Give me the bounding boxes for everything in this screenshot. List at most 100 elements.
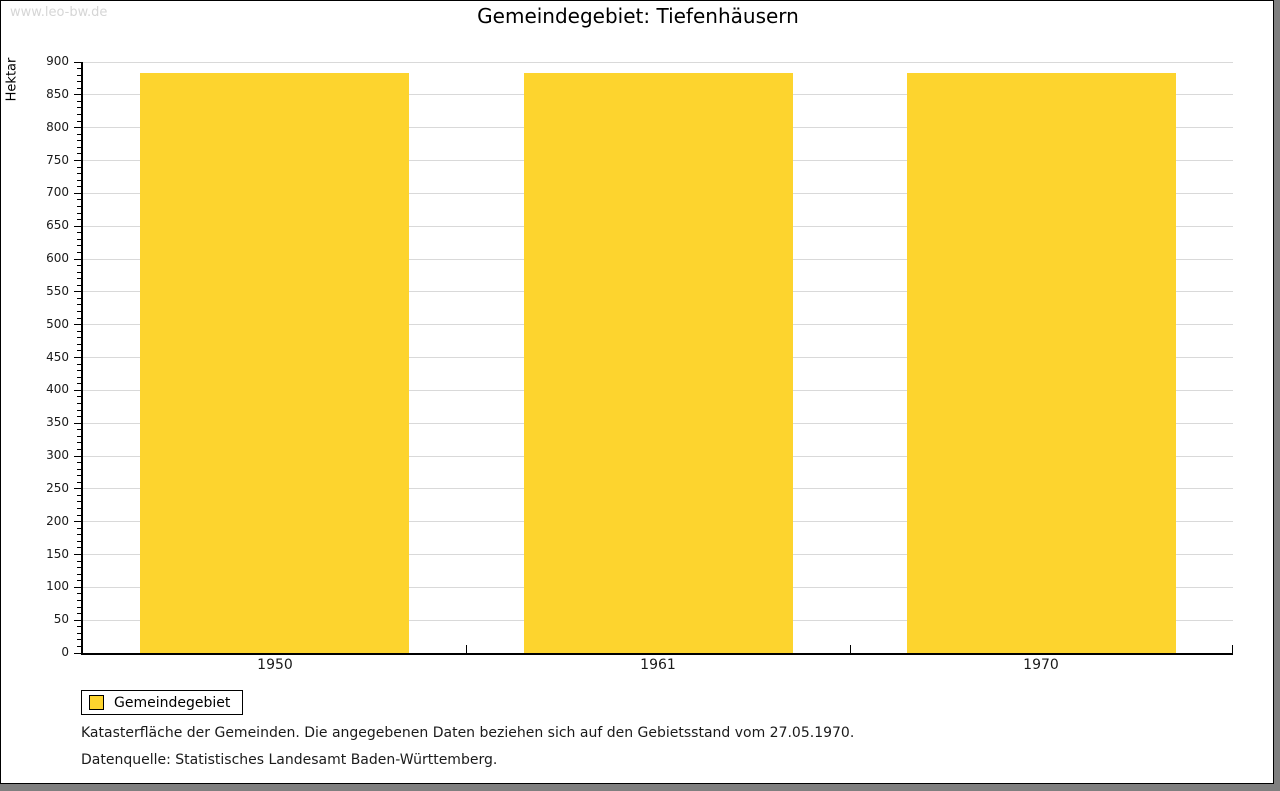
y-axis-minor-tick <box>77 133 81 135</box>
y-axis-tick-label: 750 <box>46 152 69 167</box>
y-axis-minor-tick <box>77 343 81 345</box>
y-axis-minor-tick <box>77 645 81 647</box>
y-axis-minor-tick <box>77 245 81 247</box>
x-axis-category-label: 1970 <box>1023 657 1059 673</box>
y-axis-minor-tick <box>77 370 81 372</box>
y-axis-minor-tick <box>77 205 81 207</box>
y-axis-minor-tick <box>77 599 81 601</box>
y-axis-minor-tick <box>77 297 81 299</box>
bar-1950 <box>140 73 409 653</box>
y-axis-minor-tick <box>77 402 81 404</box>
y-axis-major-tick <box>74 160 81 161</box>
y-axis-minor-tick <box>77 337 81 339</box>
y-axis-minor-tick <box>77 593 81 595</box>
y-axis-major-tick <box>74 455 81 457</box>
y-axis-major-tick <box>74 357 81 358</box>
y-axis-minor-tick <box>77 219 81 221</box>
y-axis-major-tick <box>74 488 81 490</box>
y-axis-minor-tick <box>77 462 81 464</box>
y-axis-minor-tick <box>77 429 81 431</box>
y-axis-title: Hektar <box>4 57 20 102</box>
gridline <box>83 61 1233 63</box>
y-axis-minor-tick <box>77 547 81 549</box>
y-axis-major-tick <box>74 192 81 194</box>
plot-area: 0 50 100 150 200 250 300 350 400 450 500 550 600 650 7… <box>46 54 1233 673</box>
y-axis-minor-tick <box>77 251 81 253</box>
y-axis-minor-tick <box>77 179 81 181</box>
y-axis-major-tick <box>74 389 81 391</box>
y-axis-minor-tick <box>77 166 81 168</box>
y-axis-minor-tick <box>77 68 81 70</box>
y-axis-minor-tick <box>77 514 81 516</box>
y-axis-minor-tick <box>77 626 81 628</box>
y-axis-major-tick <box>74 61 81 63</box>
x-axis-category-label: 1950 <box>257 657 293 673</box>
y-axis-minor-tick <box>77 383 81 385</box>
y-axis-minor-tick <box>77 173 81 175</box>
y-axis-tick-label: 50 <box>53 612 69 627</box>
y-axis-minor-tick <box>77 265 81 267</box>
y-axis-minor-tick <box>77 442 81 444</box>
y-axis-minor-tick <box>77 508 81 510</box>
y-axis-minor-tick <box>77 212 81 214</box>
y-axis-minor-tick <box>77 107 81 109</box>
chart-title: Gemeindegebiet: Tiefenhäusern <box>477 4 799 28</box>
watermark-text: www.leo-bw.de <box>10 5 108 20</box>
x-axis-end-tick <box>1232 645 1233 653</box>
y-axis-major-tick <box>74 521 81 523</box>
y-axis-minor-tick <box>77 613 81 615</box>
y-axis-minor-tick <box>77 238 81 240</box>
y-axis-major-tick <box>74 94 81 96</box>
y-axis-minor-tick <box>77 494 81 496</box>
y-axis-tick-label: 450 <box>46 349 69 364</box>
legend: Gemeindegebiet <box>81 690 244 715</box>
y-axis-minor-tick <box>77 540 81 542</box>
y-axis-tick-label: 400 <box>46 382 69 397</box>
y-axis-minor-tick <box>77 317 81 319</box>
y-axis-minor-tick <box>77 481 81 483</box>
y-axis-major-tick <box>74 291 81 293</box>
y-axis-major-tick <box>74 324 81 326</box>
y-axis-minor-tick <box>77 435 81 437</box>
footnote-data-source: Datenquelle: Statistisches Landesamt Bad… <box>81 752 498 768</box>
y-axis-tick-label: 700 <box>46 185 69 200</box>
y-axis-minor-tick <box>77 573 81 575</box>
y-axis-minor-tick <box>77 100 81 102</box>
y-axis-major-tick <box>74 586 81 588</box>
y-axis-tick-label: 850 <box>46 86 69 101</box>
y-axis-major-tick <box>74 554 81 555</box>
y-axis-minor-tick <box>77 639 81 641</box>
y-axis-minor-tick <box>77 271 81 273</box>
y-axis-tick-label: 100 <box>46 579 69 594</box>
y-axis-minor-tick <box>77 376 81 378</box>
bar-1970 <box>907 73 1176 653</box>
y-axis-major-tick <box>74 619 81 621</box>
y-axis-minor-tick <box>77 416 81 418</box>
y-axis-minor-tick <box>77 81 81 83</box>
y-axis-tick-label: 150 <box>46 546 69 561</box>
y-axis-tick-label: 200 <box>46 513 69 528</box>
y-axis-minor-tick <box>77 409 81 411</box>
y-axis-major-tick <box>74 225 81 227</box>
y-axis-minor-tick <box>77 199 81 201</box>
y-axis-minor-tick <box>77 74 81 76</box>
footnote-source-note: Katasterfläche der Gemeinden. Die angege… <box>81 725 855 741</box>
y-axis-tick-label: 550 <box>46 283 69 298</box>
y-axis-minor-tick <box>77 501 81 503</box>
y-axis-minor-tick <box>77 448 81 450</box>
y-axis-major-tick <box>74 422 81 424</box>
y-axis-tick-label: 650 <box>46 218 69 233</box>
x-axis-boundary-tick <box>850 645 851 653</box>
y-axis-minor-tick <box>77 87 81 89</box>
y-axis-minor-tick <box>77 330 81 332</box>
y-axis-minor-tick <box>77 278 81 280</box>
y-axis-tick-label: 900 <box>46 54 69 68</box>
y-axis-minor-tick <box>77 606 81 608</box>
y-axis-minor-tick <box>77 363 81 365</box>
legend-swatch <box>89 695 104 710</box>
y-axis-tick-label: 350 <box>46 415 69 430</box>
y-axis-minor-tick <box>77 350 81 352</box>
y-axis-minor-tick <box>77 567 81 569</box>
